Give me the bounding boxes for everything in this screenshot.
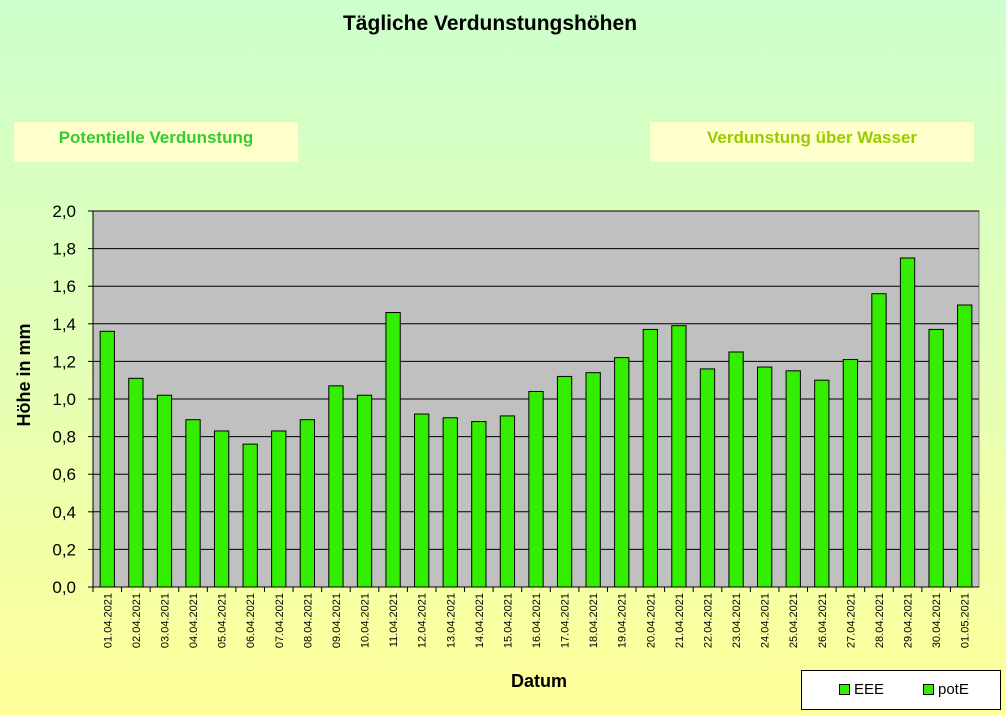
- y-tick-label: 0,2: [52, 540, 76, 559]
- bar: [128, 377, 144, 588]
- bar: [842, 359, 859, 588]
- bar: [328, 385, 344, 588]
- x-tick-label: 24.04.2021: [760, 593, 772, 648]
- y-tick-label: 1,8: [52, 240, 76, 259]
- x-tick-label: 28.04.2021: [874, 593, 886, 648]
- x-tick-label: 30.04.2021: [931, 593, 943, 648]
- x-tick-label: 02.04.2021: [131, 593, 143, 648]
- x-tick-label: 11.04.2021: [388, 593, 400, 647]
- bar: [871, 293, 887, 588]
- grid-lines: [93, 210, 979, 550]
- bar: [471, 421, 487, 588]
- x-tick-label: 23.04.2021: [731, 593, 743, 648]
- x-tick-label: 04.04.2021: [188, 593, 200, 648]
- x-tick-label: 22.04.2021: [702, 593, 714, 648]
- x-axis-labels: 01.04.2021 02.04.2021 03.04.2021 04.04.2021…: [92, 587, 972, 648]
- bar: [242, 443, 258, 588]
- legend-label-pote: potE: [938, 681, 969, 698]
- potential-evaporation-box: Potentielle Verdunstung: [14, 122, 298, 162]
- y-tick-label: 0,0: [52, 578, 76, 597]
- bar: [699, 368, 716, 588]
- bar: [299, 419, 316, 588]
- y-tick-label: 0,4: [52, 503, 76, 522]
- x-tick-label: 20.04.2021: [645, 593, 657, 648]
- bar: [585, 372, 601, 588]
- bar: [528, 390, 544, 588]
- y-axis-ticks: 0,0 0,2 0,4 0,6 0,8 1,0 1,2 1,4 1,6 1,8 2,0: [52, 202, 93, 597]
- bar: [957, 304, 973, 588]
- x-tick-label: 01.05.2021: [960, 593, 972, 648]
- bar: [442, 417, 458, 588]
- legend-item-eee: EEE: [839, 681, 884, 698]
- x-tick-label: 18.04.2021: [588, 593, 600, 648]
- x-tick-label: 27.04.2021: [845, 593, 857, 648]
- x-tick-label: 15.04.2021: [502, 593, 514, 648]
- bar: [899, 257, 916, 588]
- legend: EEE potE: [801, 670, 1001, 710]
- bar: [671, 325, 687, 588]
- x-tick-label: 06.04.2021: [245, 593, 257, 648]
- y-tick-label: 1,6: [52, 277, 76, 296]
- bar: [385, 312, 401, 588]
- x-tick-label: 08.04.2021: [302, 593, 314, 648]
- bar: [99, 330, 115, 588]
- legend-swatch-eee: [839, 684, 850, 695]
- x-tick-label: 03.04.2021: [159, 593, 171, 648]
- chart-title: Tägliche Verdunstungshöhen: [342, 12, 638, 35]
- y-tick-label: 1,4: [52, 315, 76, 334]
- x-axis-title: Datum: [511, 671, 567, 691]
- legend-item-pote: potE: [923, 681, 969, 698]
- bar: [185, 419, 201, 588]
- bar: [928, 328, 944, 588]
- x-tick-label: 13.04.2021: [445, 593, 457, 648]
- y-tick-label: 1,2: [52, 352, 76, 371]
- x-tick-label: 17.04.2021: [560, 593, 572, 648]
- x-tick-label: 10.04.2021: [360, 593, 372, 648]
- x-tick-label: 19.04.2021: [617, 593, 629, 648]
- y-tick-label: 0,8: [52, 428, 76, 447]
- x-tick-label: 21.04.2021: [674, 593, 686, 648]
- y-tick-label: 2,0: [52, 202, 76, 221]
- x-tick-label: 05.04.2021: [217, 593, 229, 648]
- x-tick-label: 01.04.2021: [102, 593, 114, 648]
- x-tick-label: 09.04.2021: [331, 593, 343, 648]
- bar: [757, 366, 773, 588]
- y-axis-title: Höhe in mm: [14, 323, 34, 426]
- y-tick-label: 1,0: [52, 390, 76, 409]
- y-tick-label: 0,6: [52, 465, 76, 484]
- x-tick-label: 16.04.2021: [531, 593, 543, 648]
- bar: [614, 357, 630, 588]
- bar: [556, 375, 573, 588]
- bar: [728, 351, 744, 588]
- bar: [271, 430, 287, 588]
- bar: [156, 394, 173, 588]
- bar: [814, 379, 830, 588]
- bar: [356, 394, 373, 588]
- x-tick-label: 07.04.2021: [274, 593, 286, 648]
- legend-swatch-pote: [923, 684, 934, 695]
- x-tick-label: 29.04.2021: [903, 593, 915, 648]
- bar: [785, 370, 801, 588]
- x-tick-label: 14.04.2021: [474, 593, 486, 648]
- bar: [642, 328, 658, 588]
- water-evaporation-box: Verdunstung über Wasser: [650, 122, 974, 162]
- x-tick-label: 25.04.2021: [788, 593, 800, 648]
- legend-label-eee: EEE: [854, 681, 885, 698]
- x-tick-label: 26.04.2021: [817, 593, 829, 648]
- bar: [499, 415, 516, 588]
- bar: [213, 430, 230, 588]
- x-tick-label: 12.04.2021: [417, 593, 429, 648]
- bar: [414, 413, 430, 588]
